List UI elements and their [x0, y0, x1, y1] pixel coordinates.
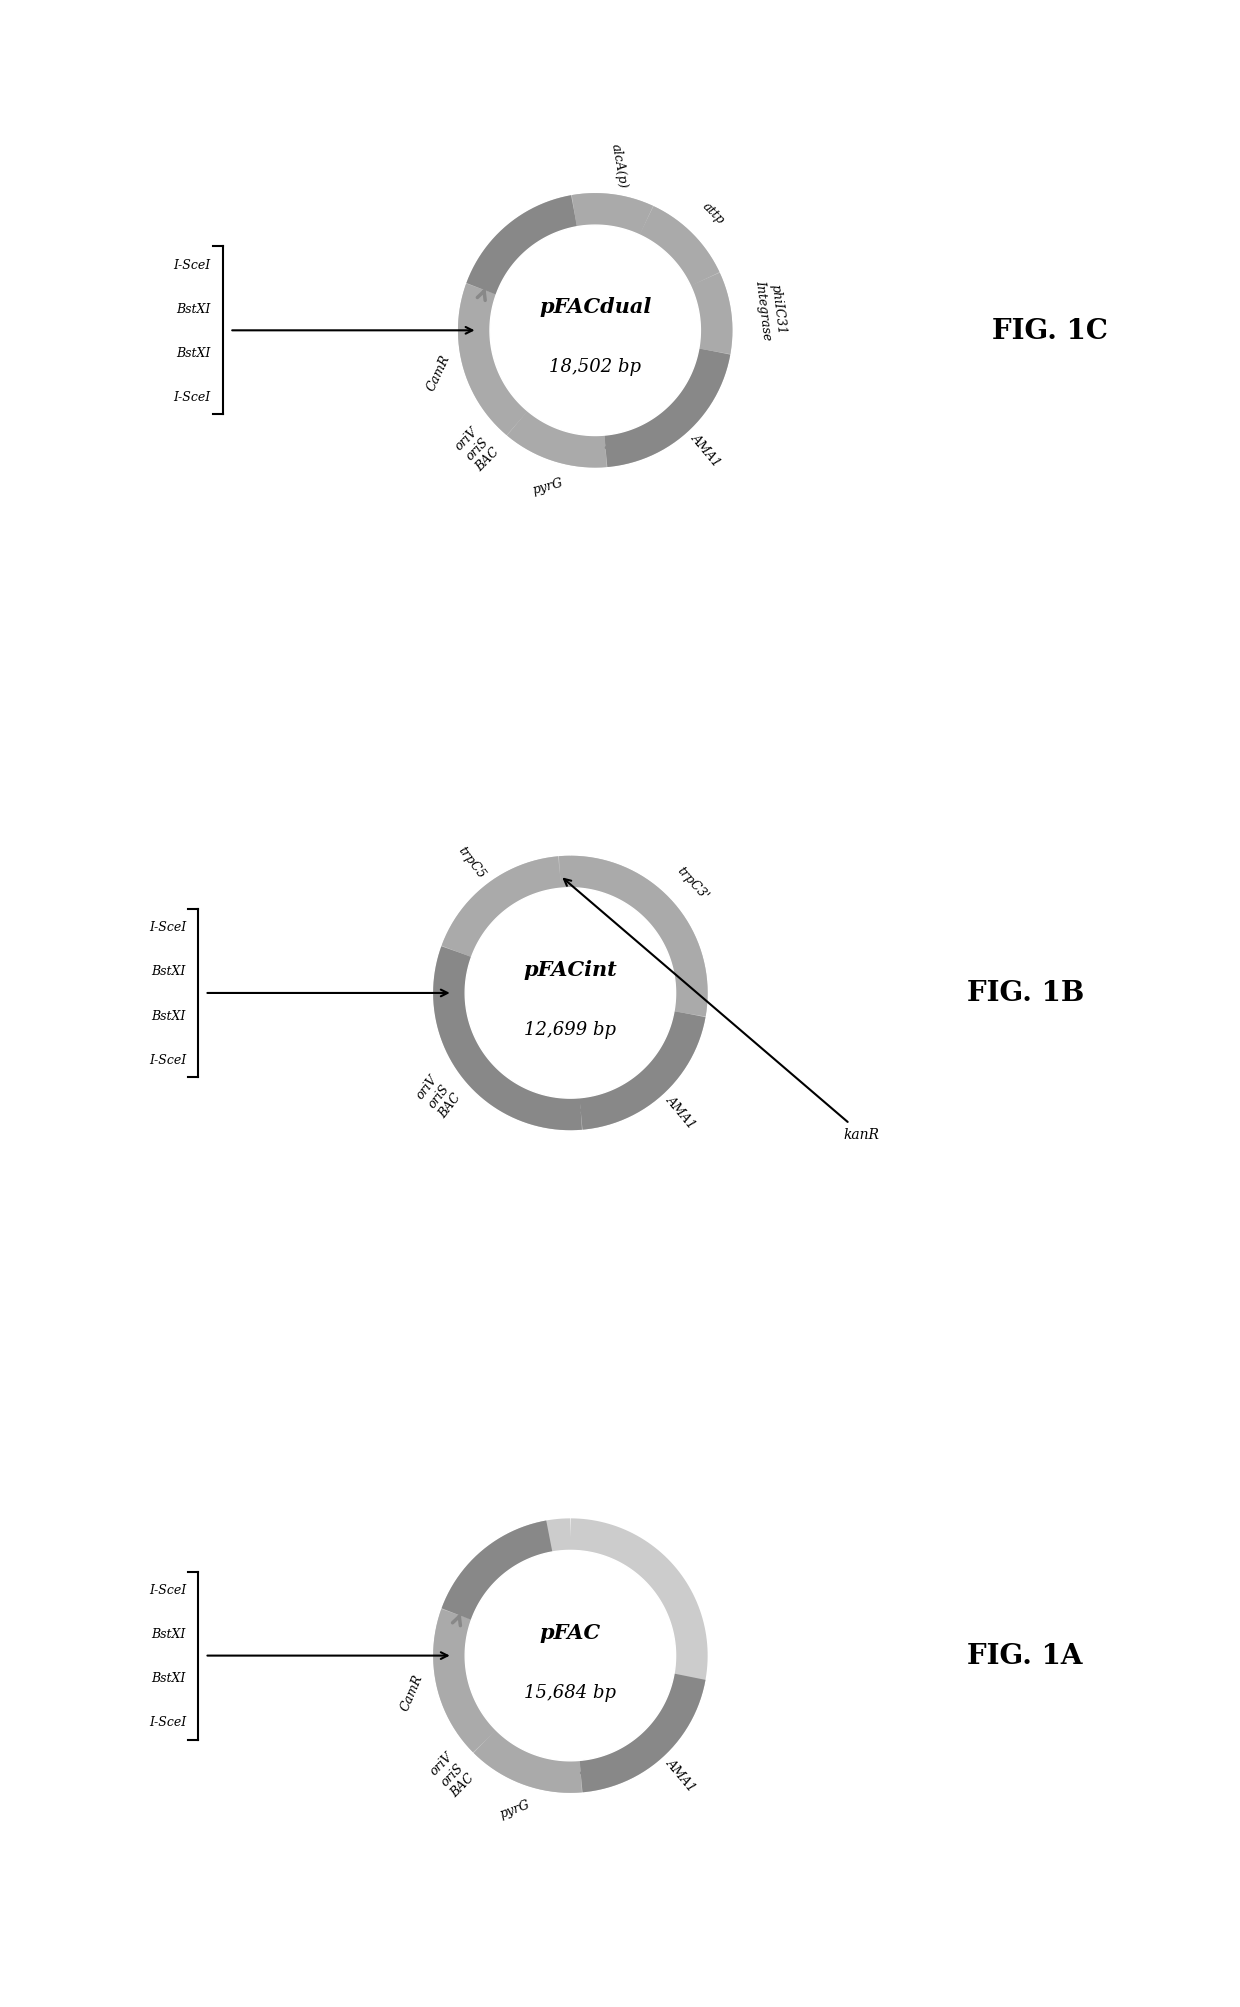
Text: oriV
oriS
BAC: oriV oriS BAC [451, 423, 502, 474]
Text: pFAC: pFAC [539, 1622, 601, 1642]
Text: I-SceI: I-SceI [149, 1716, 186, 1728]
Text: attp: attp [699, 199, 727, 227]
Text: I-SceI: I-SceI [174, 259, 211, 271]
Text: BstXI: BstXI [151, 1010, 186, 1022]
Text: FIG. 1B: FIG. 1B [967, 979, 1085, 1008]
Text: AMA1: AMA1 [663, 1094, 698, 1132]
Text: AMA1: AMA1 [663, 1756, 698, 1794]
Text: BstXI: BstXI [151, 965, 186, 977]
Text: pyrG: pyrG [498, 1796, 532, 1820]
Text: BstXI: BstXI [176, 347, 211, 359]
Text: kanR: kanR [564, 879, 879, 1140]
Text: I-SceI: I-SceI [149, 1054, 186, 1066]
Text: oriV
oriS
BAC: oriV oriS BAC [427, 1748, 477, 1798]
Text: CamR: CamR [398, 1672, 425, 1712]
Text: trpC5: trpC5 [455, 843, 487, 881]
Text: 12,699 bp: 12,699 bp [525, 1022, 616, 1038]
Text: BstXI: BstXI [176, 303, 211, 315]
Text: pyrG: pyrG [531, 476, 564, 498]
Text: I-SceI: I-SceI [149, 1584, 186, 1596]
Text: I-SceI: I-SceI [149, 921, 186, 933]
Text: 15,684 bp: 15,684 bp [525, 1684, 616, 1700]
Text: BstXI: BstXI [151, 1628, 186, 1640]
Text: CamR: CamR [424, 353, 453, 393]
Text: 18,502 bp: 18,502 bp [549, 359, 641, 375]
Text: phiIC31
Integrase: phiIC31 Integrase [753, 277, 789, 341]
Text: trpC3': trpC3' [675, 863, 712, 903]
Polygon shape [465, 1551, 676, 1760]
Polygon shape [465, 889, 676, 1098]
Text: alcA(p): alcA(p) [608, 142, 629, 189]
Text: pFACint: pFACint [523, 959, 618, 979]
Polygon shape [490, 227, 701, 436]
Text: FIG. 1C: FIG. 1C [992, 317, 1107, 345]
Text: pFACdual: pFACdual [539, 297, 651, 317]
Text: I-SceI: I-SceI [174, 391, 211, 403]
Text: oriV
oriS
BAC: oriV oriS BAC [413, 1072, 464, 1120]
Text: BstXI: BstXI [151, 1672, 186, 1684]
Text: AMA1: AMA1 [688, 432, 723, 470]
Text: FIG. 1A: FIG. 1A [967, 1642, 1083, 1670]
